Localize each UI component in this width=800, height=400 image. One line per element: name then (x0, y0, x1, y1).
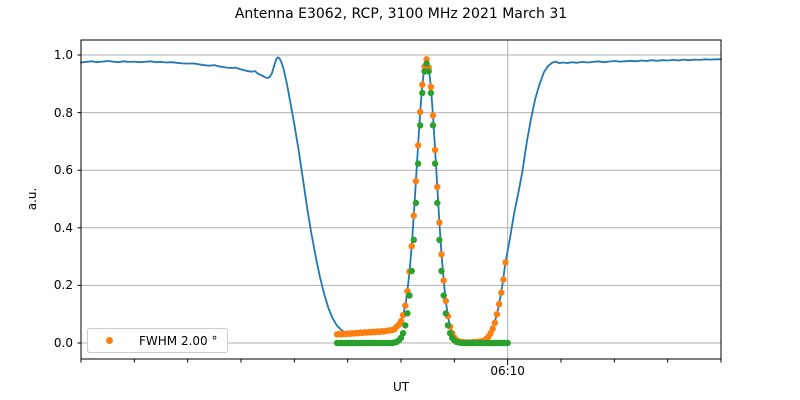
scan-data-points-dot (500, 276, 507, 283)
scan-data-points-dot (436, 219, 443, 226)
scan-data-points-dot (493, 311, 501, 318)
legend-box: FWHM 2.00 ° (87, 328, 228, 353)
gaussian-fit-points-dot (429, 122, 437, 129)
x-axis-label: UT (392, 380, 410, 394)
scan-data-points-dot (408, 243, 415, 250)
scan-data-points-dot (410, 212, 417, 219)
gridlines (81, 40, 721, 359)
gaussian-fit-points-dot (414, 160, 422, 167)
axes-spines (80, 39, 722, 360)
gaussian-fit-points-dot (434, 199, 441, 207)
gaussian-fit-points-dot (410, 236, 417, 244)
scan-data-points-dot (419, 81, 426, 88)
gaussian-fit-points-dot (444, 322, 452, 329)
scan-data-points-dot (434, 183, 441, 191)
scan-data-points-dot (427, 83, 435, 91)
y-tick-label: 0.8 (53, 105, 73, 120)
gaussian-fit-points-dot (504, 339, 511, 347)
gaussian-fit-points-dot (417, 122, 424, 129)
gaussian-fit-points-dot (438, 267, 445, 275)
data-series (80, 56, 722, 347)
scan-data-points-dot (442, 297, 449, 305)
scan-data-points-dot (417, 108, 424, 116)
scan-data-points-dot (402, 302, 409, 309)
gaussian-fit-points-dot (427, 89, 435, 97)
gaussian-fit-points-dot (404, 310, 411, 317)
scan-data-points-dot (440, 277, 447, 284)
gaussian-fit-points-dot (440, 292, 447, 299)
y-tick-label: 0.2 (53, 278, 73, 293)
gaussian-fit-points-dot (406, 292, 413, 299)
scan-data-points-dot (414, 142, 422, 149)
scan-data-points-dot (438, 251, 445, 258)
y-tick-label: 0.4 (53, 220, 73, 235)
scan-data-points-dot (412, 177, 420, 185)
gaussian-fit-points-dot (408, 267, 415, 275)
scan-data-points-dot (502, 259, 509, 266)
scan-data-points-dot (495, 300, 503, 308)
gaussian-fit-points-dot (431, 160, 439, 167)
gaussian-fit-points-dot (442, 310, 449, 317)
gaussian-fit-points-dot (425, 68, 432, 75)
gaussian-fit-points-dot (402, 322, 409, 329)
y-tick-label: 1.0 (53, 48, 73, 62)
chart-title: Antenna E3062, RCP, 3100 MHz 2021 March … (234, 6, 568, 22)
legend-label: FWHM 2.00 ° (139, 333, 218, 348)
drift-scan-signal-line (80, 56, 722, 344)
axis-ticks (77, 54, 722, 365)
plot-border (80, 39, 722, 360)
scan-data-points-dot (498, 289, 505, 296)
scan-data-points-dot (431, 146, 439, 154)
scan-data-points-dot (491, 319, 499, 326)
scan-data-points-dot (429, 112, 437, 119)
gaussian-fit-points-dot (419, 89, 426, 97)
x-tick-label: 06:10 (490, 364, 525, 378)
gaussian-fit-points-dot (399, 330, 407, 337)
y-tick-label: 0.0 (53, 336, 73, 350)
legend-marker-dot-icon (106, 337, 113, 344)
gaussian-fit-points-dot (423, 60, 430, 67)
gaussian-fit-points-dot (436, 236, 443, 244)
y-tick-label: 0.6 (53, 163, 73, 178)
y-axis-label: a.u. (25, 187, 39, 211)
scan-data-points-dot (397, 317, 405, 325)
scan-data-points-dot (489, 325, 496, 332)
gaussian-fit-points-dot (412, 199, 420, 207)
